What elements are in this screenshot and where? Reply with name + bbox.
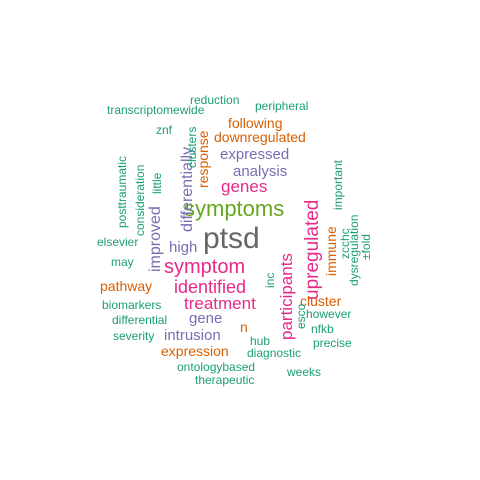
word-12: analysis [233,163,288,180]
word-47: diagnostic [247,346,302,360]
word-50: therapeutic [195,373,255,387]
word-43: however [306,307,352,321]
word-38: inc [263,272,277,288]
word-28: clusters [185,126,199,168]
word-2: symptoms [184,196,285,221]
word-26: peripheral [255,99,309,113]
word-30: consideration [133,164,147,236]
word-7: treatment [184,294,256,313]
word-34: zcchc [338,228,352,259]
word-17: following [228,115,283,131]
word-27: znf [156,123,173,137]
word-11: expressed [220,146,290,163]
word-45: hub [250,334,271,348]
word-5: identified [174,277,247,297]
word-41: severity [113,329,155,343]
word-14: intrusion [164,327,221,344]
word-29: posttraumatic [115,155,129,228]
word-24: reduction [190,93,240,107]
word-22: expression [161,343,229,359]
word-3: symptom [164,256,246,278]
word-35: ±fold [359,234,373,260]
word-6: participants [277,253,296,340]
word-23: n [240,319,248,335]
word-18: downregulated [214,129,306,145]
word-49: weeks [287,365,322,379]
word-19: immune [323,226,339,276]
word-21: cluster [300,293,342,309]
word-8: genes [221,177,268,196]
word-40: differential [112,313,168,327]
word-20: pathway [100,278,153,294]
word-25: transcriptomewide [107,103,205,117]
word-10: improved [147,206,164,272]
word-37: may [111,255,134,269]
word-13: high [169,239,198,256]
word-31: little [150,172,164,194]
word-15: gene [189,310,223,327]
word-32: important [331,159,345,210]
word-44: nfkb [311,322,334,336]
word-1: ptsd [203,222,260,255]
word-4: upregulated [302,199,323,300]
word-46: precise [313,336,352,350]
word-39: biomarkers [102,298,162,312]
word-36: elsevier [97,235,139,249]
word-48: ontologybased [177,360,256,374]
